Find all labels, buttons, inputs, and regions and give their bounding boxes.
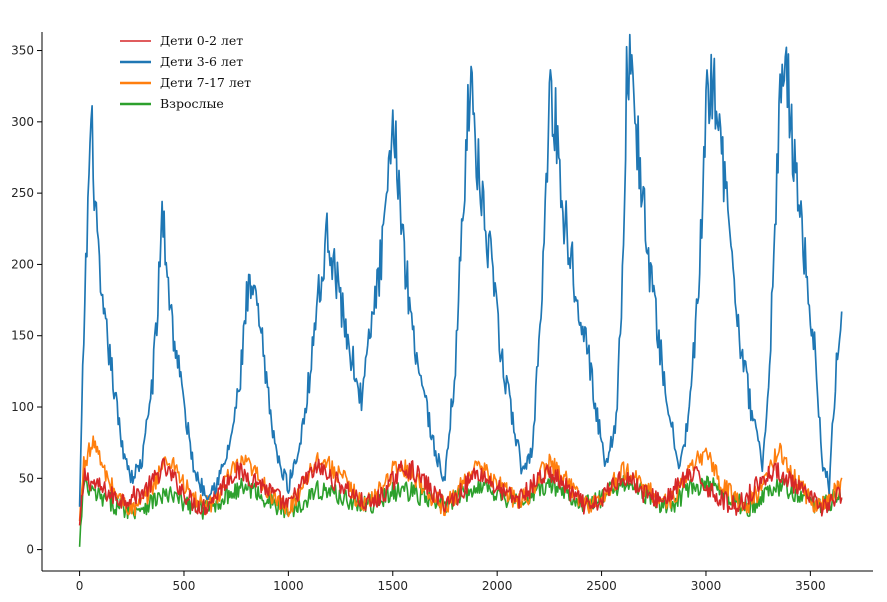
- legend: Дети 0-2 лет Дети 3-6 лет Дети 7-17 лет Взр…: [120, 33, 251, 111]
- y-tick-label-7: 350: [11, 44, 34, 58]
- series-line-1: [78, 33, 843, 507]
- y-tick-label-0: 0: [26, 543, 34, 557]
- y-tick-label-5: 250: [11, 186, 34, 200]
- x-tick-label-1: 500: [173, 579, 196, 593]
- series-layer: [78, 33, 843, 547]
- y-axis-ticks: 0 50 100 150 200 250 300 350: [11, 44, 42, 557]
- x-tick-label-7: 3500: [795, 579, 826, 593]
- legend-label-2: Дети 7-17 лет: [160, 75, 251, 90]
- x-tick-label-2: 1000: [273, 579, 304, 593]
- x-axis-ticks: 0 500 1000 1500 2000 2500 3000 3500: [76, 571, 826, 593]
- legend-label-3: Взрослые: [160, 96, 224, 111]
- series-line-2: [78, 435, 843, 522]
- series-line-0: [78, 458, 843, 526]
- y-tick-label-4: 200: [11, 257, 34, 271]
- y-tick-label-2: 100: [11, 400, 34, 414]
- legend-label-0: Дети 0-2 лет: [160, 33, 243, 48]
- x-tick-label-6: 3000: [691, 579, 722, 593]
- x-tick-label-5: 2500: [586, 579, 617, 593]
- y-tick-label-3: 150: [11, 329, 34, 343]
- x-tick-label-0: 0: [76, 579, 84, 593]
- y-tick-label-6: 300: [11, 115, 34, 129]
- x-tick-label-3: 1500: [378, 579, 409, 593]
- x-tick-label-4: 2000: [482, 579, 513, 593]
- legend-label-1: Дети 3-6 лет: [160, 54, 243, 69]
- y-tick-label-1: 50: [19, 471, 34, 485]
